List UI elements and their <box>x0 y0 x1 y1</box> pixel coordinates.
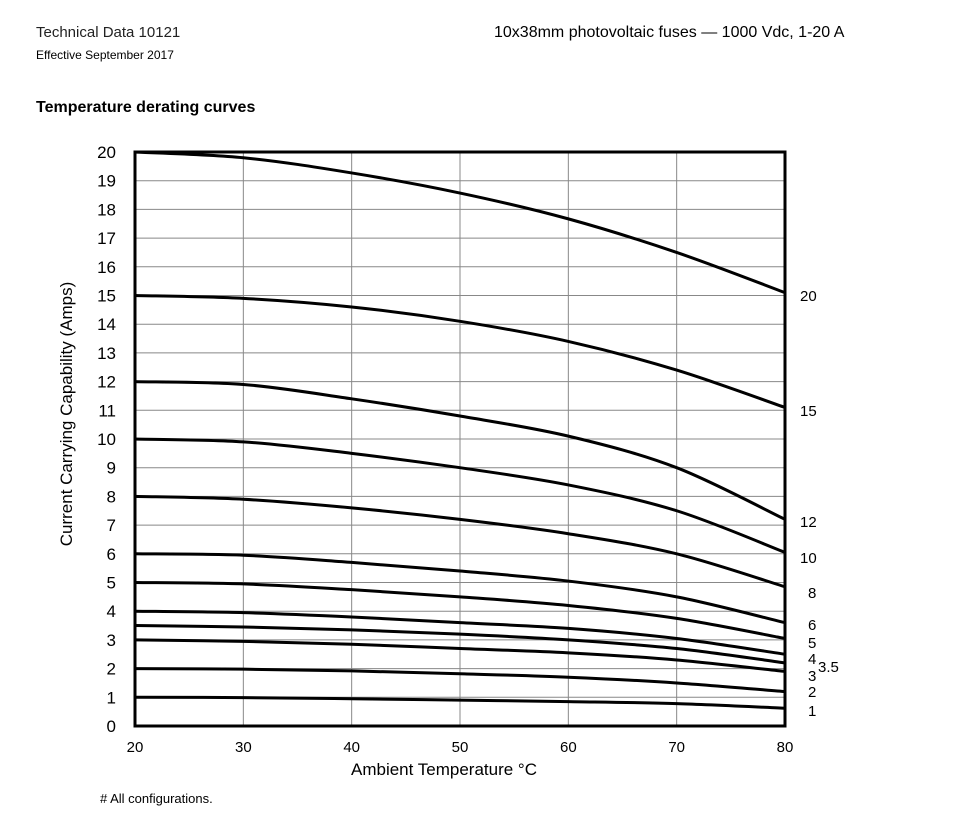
y-tick-label: 18 <box>97 200 116 219</box>
y-tick-label: 3 <box>107 631 116 650</box>
y-tick-label: 10 <box>97 430 116 449</box>
y-tick-label: 9 <box>107 459 116 478</box>
curve-label: 3.5 <box>818 659 839 676</box>
curve-10A <box>134 437 786 554</box>
curve-2A <box>134 667 786 694</box>
curve-label: 6 <box>808 617 816 634</box>
y-tick-label: 0 <box>107 717 116 736</box>
curve-label: 12 <box>800 514 817 531</box>
y-tick-label: 11 <box>98 401 116 420</box>
x-axis-label: Ambient Temperature °C <box>351 760 537 779</box>
x-tick-label: 60 <box>560 739 577 756</box>
curve-15A <box>134 294 786 409</box>
curve-5A <box>134 581 786 640</box>
x-tick-label: 80 <box>777 739 794 756</box>
section-title: Temperature derating curves <box>36 99 256 116</box>
curve-label: 4 <box>808 651 816 668</box>
curve-label: 20 <box>800 288 817 305</box>
curve-3A <box>134 638 786 673</box>
curve-4A <box>134 609 786 656</box>
footnote: # All configurations. <box>100 791 213 806</box>
curve-1A <box>134 695 786 710</box>
y-tick-label: 6 <box>107 545 116 564</box>
x-tick-label: 30 <box>235 739 252 756</box>
x-tick-label: 50 <box>452 739 469 756</box>
y-tick-label: 1 <box>107 688 116 707</box>
curve-label: 8 <box>808 585 816 602</box>
product-title: 10x38mm photovoltaic fuses — 1000 Vdc, 1… <box>494 24 845 41</box>
effective-date: Effective September 2017 <box>36 48 174 62</box>
x-tick-label: 40 <box>343 739 360 756</box>
y-tick-label: 12 <box>97 373 116 392</box>
y-tick-label: 16 <box>97 258 116 277</box>
curve-label: 10 <box>800 550 817 567</box>
plot-frame <box>133 150 787 728</box>
y-tick-label: 13 <box>97 344 116 363</box>
y-tick-label: 8 <box>107 487 116 506</box>
curve-label: 1 <box>808 703 816 720</box>
curve-label: 3 <box>808 668 816 685</box>
document-title: Technical Data 10121 <box>36 24 181 41</box>
y-tick-label: 4 <box>107 602 116 621</box>
y-tick-label: 5 <box>107 574 116 593</box>
x-tick-label: 70 <box>668 739 685 756</box>
curve-label: 5 <box>808 635 816 652</box>
y-tick-label: 2 <box>107 660 116 679</box>
curve-label: 2 <box>808 684 816 701</box>
curve-3-5A <box>134 624 786 665</box>
curve-12A <box>134 380 786 521</box>
curve-6A <box>134 552 786 625</box>
y-tick-label: 14 <box>97 315 116 334</box>
curve-20A <box>134 150 786 295</box>
curve-8A <box>134 494 786 589</box>
curve-label: 15 <box>800 403 817 420</box>
y-tick-label: 15 <box>97 287 116 306</box>
y-tick-label: 19 <box>97 172 116 191</box>
y-tick-label: 20 <box>97 143 116 162</box>
x-tick-label: 20 <box>127 739 144 756</box>
y-tick-label: 7 <box>107 516 116 535</box>
y-tick-label: 17 <box>97 229 116 248</box>
y-axis-label: Current Carrying Capability (Amps) <box>57 282 76 547</box>
